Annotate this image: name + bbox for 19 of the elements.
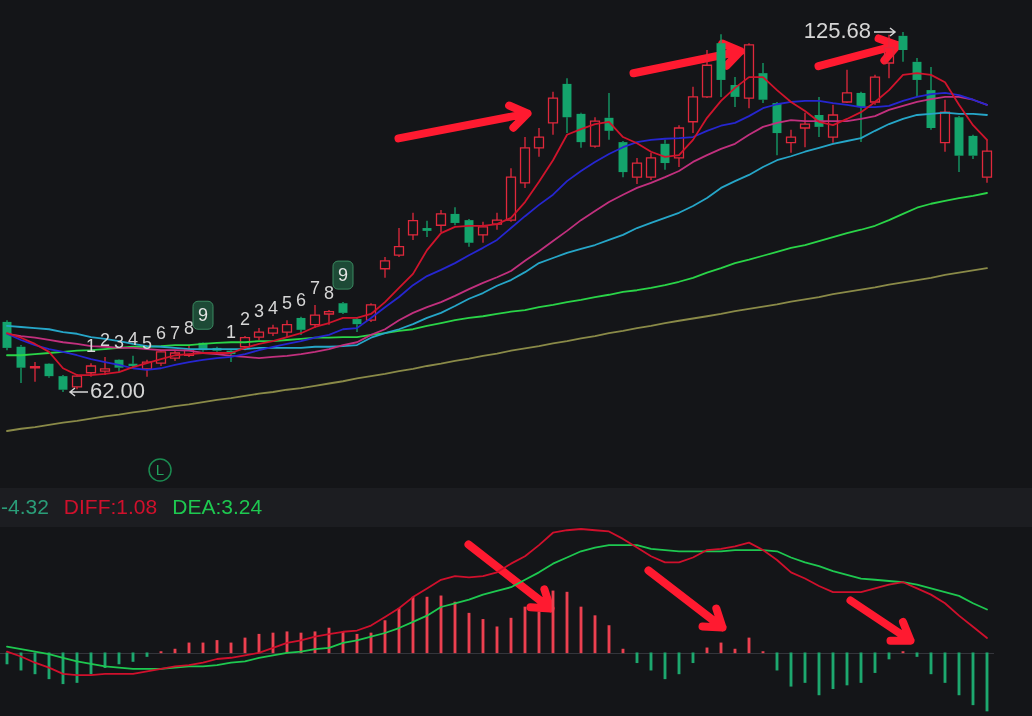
- text: 125.68: [803, 18, 871, 44]
- text: 9: [197, 305, 209, 326]
- text: 6: [155, 323, 167, 344]
- text: 9: [337, 265, 349, 286]
- text: 3: [253, 301, 265, 322]
- text: 2: [239, 309, 251, 329]
- text: 8: [323, 282, 335, 303]
- text: DIFF:1.08: [63, 495, 158, 519]
- text: 62.00: [90, 378, 146, 404]
- text: -4.32: [1, 495, 49, 519]
- text: 4: [267, 297, 279, 318]
- text: 7: [309, 277, 321, 298]
- text: 1: [225, 322, 237, 342]
- text: L: [155, 461, 165, 479]
- text: 6: [295, 289, 307, 310]
- text: 5: [281, 293, 293, 314]
- text: 7: [169, 323, 181, 344]
- text: DEA:3.24: [172, 495, 263, 519]
- text: 8: [183, 318, 195, 339]
